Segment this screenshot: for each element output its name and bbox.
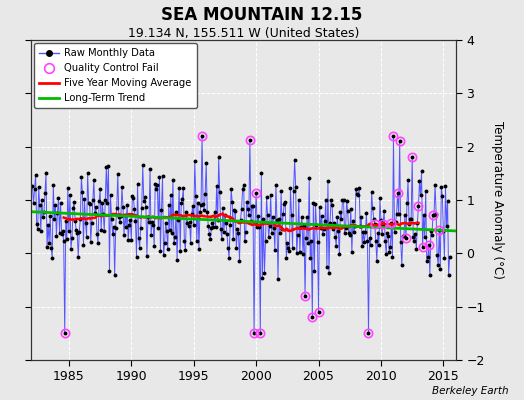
Legend: Raw Monthly Data, Quality Control Fail, Five Year Moving Average, Long-Term Tren: Raw Monthly Data, Quality Control Fail, … — [35, 43, 197, 108]
Y-axis label: Temperature Anomaly (°C): Temperature Anomaly (°C) — [491, 121, 504, 279]
Title: 19.134 N, 155.511 W (United States): 19.134 N, 155.511 W (United States) — [128, 27, 359, 40]
Text: SEA MOUNTAIN 12.15: SEA MOUNTAIN 12.15 — [161, 6, 363, 24]
Text: Berkeley Earth: Berkeley Earth — [432, 386, 508, 396]
